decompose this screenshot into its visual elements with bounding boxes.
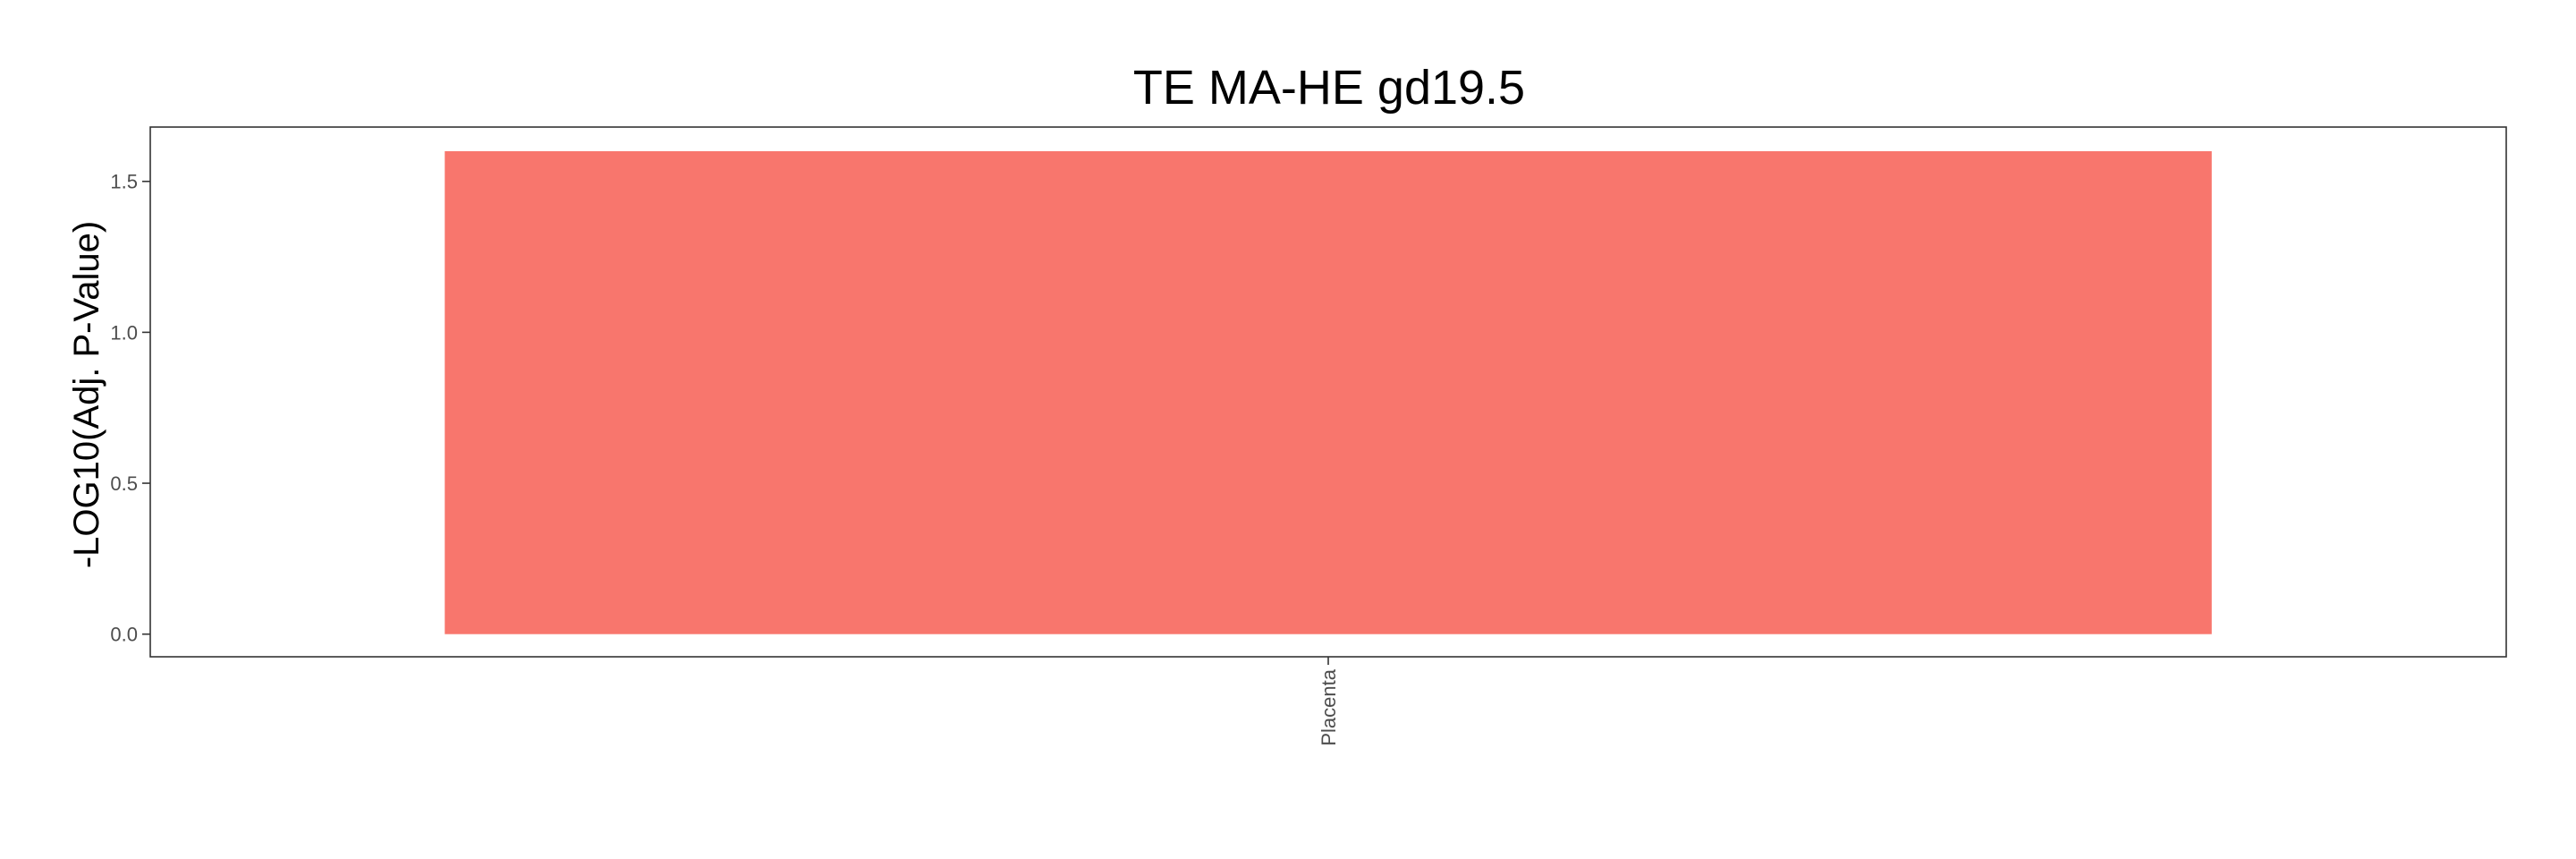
bars-layer xyxy=(445,150,2212,634)
x-axis-ticks: Placenta xyxy=(1318,657,1340,746)
plot-panel-border xyxy=(149,126,2507,658)
y-tick-label: 0.0 xyxy=(110,624,138,646)
y-axis-ticks: 0.0 0.5 1.0 1.5 xyxy=(110,171,150,646)
bar-placenta xyxy=(445,150,2212,634)
y-axis-label: -LOG10(Adj. P-Value) xyxy=(67,221,106,568)
y-tick-label: 1.0 xyxy=(110,321,138,344)
y-tick-label: 1.5 xyxy=(110,171,138,193)
y-tick-label: 0.5 xyxy=(110,472,138,495)
chart-title: TE MA-HE gd19.5 xyxy=(1133,61,1525,115)
x-tick-label: Placenta xyxy=(1318,668,1340,745)
